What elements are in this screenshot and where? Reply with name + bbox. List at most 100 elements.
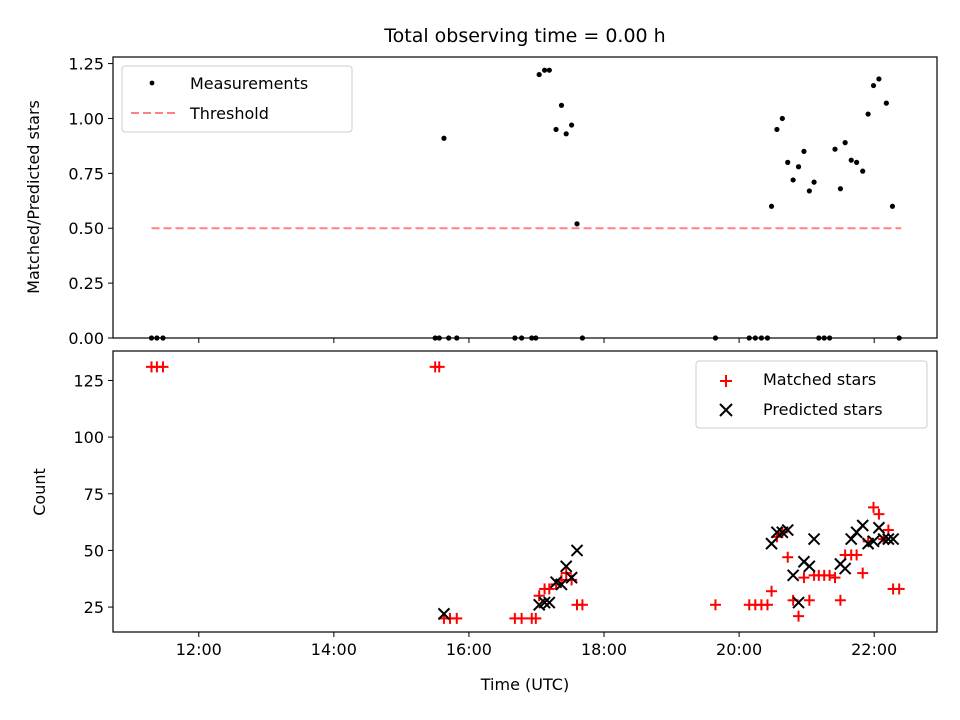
predicted-star-marker <box>565 571 578 584</box>
top-y-tick-label: 1.25 <box>68 55 104 74</box>
matched-star-marker <box>761 599 773 611</box>
measurement-point <box>546 67 552 73</box>
measurement-point <box>806 188 812 194</box>
matched-star-marker <box>793 610 805 622</box>
predicted-star-marker <box>765 537 778 550</box>
matched-star-marker <box>857 567 869 579</box>
measurement-point <box>811 179 817 185</box>
bottom-y-tick-label: 100 <box>73 428 104 447</box>
measurement-point <box>876 76 882 82</box>
matched-star-marker <box>516 612 528 624</box>
matched-star-marker <box>893 583 905 595</box>
matched-star-marker <box>433 361 445 373</box>
measurement-point <box>779 115 785 122</box>
top-y-tick-label: 1.00 <box>68 109 104 128</box>
measurement-point <box>790 177 796 183</box>
bottom-y-tick-label: 25 <box>84 598 104 617</box>
predicted-star-marker <box>538 596 551 609</box>
x-axis-label: Time (UTC) <box>480 675 569 694</box>
legend-matched-marker <box>720 375 732 387</box>
predicted-star-marker <box>807 532 821 546</box>
predicted-star-marker <box>867 535 880 548</box>
top-y-tick-label: 0.00 <box>68 329 104 348</box>
measurement-point <box>536 71 542 78</box>
measurement-point <box>854 159 860 165</box>
measurement-point <box>541 67 548 73</box>
predicted-star-marker <box>792 596 805 609</box>
measurement-point <box>795 164 802 170</box>
top-y-axis-label: Matched/Predicted stars <box>24 100 43 294</box>
measurement-point <box>574 221 580 227</box>
bottom-x-tick-label: 20:00 <box>716 640 762 659</box>
predicted-star-marker <box>781 523 794 537</box>
bottom-x-tick-label: 16:00 <box>446 640 492 659</box>
bottom-y-tick-label: 125 <box>73 371 104 390</box>
legend-matched-label: Matched stars <box>763 370 876 389</box>
measurement-point <box>860 168 866 174</box>
bottom-plot-area: 25 50 75 100 125 12:00 14:00 16:00 18:00 20:00 22:… <box>73 361 905 659</box>
matched-star-marker <box>766 585 778 597</box>
matched-star-marker <box>873 508 885 520</box>
measurement-point <box>553 126 559 133</box>
matched-star-marker <box>803 594 815 606</box>
matched-star-marker <box>782 551 794 563</box>
matched-star-marker <box>798 572 810 584</box>
measurement-point <box>774 126 780 133</box>
bottom-x-tick-label: 14:00 <box>311 640 357 659</box>
measurement-point <box>832 146 838 152</box>
matched-star-marker <box>530 612 542 624</box>
top-y-tick-label: 0.75 <box>68 164 104 183</box>
predicted-star-marker <box>838 562 852 575</box>
predicted-star-marker <box>543 596 556 609</box>
measurement-point <box>870 82 877 89</box>
bottom-plot-frame <box>112 350 938 633</box>
predicted-star-marker <box>570 544 584 557</box>
predicted-star-marker <box>803 560 816 573</box>
matched-star-marker <box>829 572 841 584</box>
measurement-point <box>441 135 447 141</box>
predicted-star-marker <box>770 526 784 539</box>
predicted-star-marker <box>877 532 890 546</box>
matched-star-marker <box>533 590 545 602</box>
measurement-point <box>563 131 569 137</box>
top-plot-area: 0.00 0.25 0.50 0.75 1.00 1.25 <box>68 55 902 348</box>
measurement-point <box>883 100 889 106</box>
top-legend-box <box>121 65 353 133</box>
top-legend: Measurements Threshold <box>121 65 353 133</box>
measurement-point <box>889 203 896 209</box>
predicted-star-marker <box>886 532 900 546</box>
bottom-y-tick-label: 75 <box>84 485 104 504</box>
bottom-x-tick-label: 22:00 <box>851 640 897 659</box>
matched-star-marker <box>824 569 836 581</box>
measurement-point <box>865 111 871 117</box>
matched-star-marker <box>851 549 863 561</box>
measurement-point <box>837 186 844 192</box>
bottom-x-tick-label: 18:00 <box>581 640 627 659</box>
predicted-star-marker <box>786 569 800 582</box>
measurement-point <box>801 148 807 154</box>
measurement-point <box>785 159 791 165</box>
top-chart-title: Total observing time = 0.00 h <box>383 25 665 47</box>
matched-star-marker <box>834 594 846 606</box>
legend-threshold-label: Threshold <box>189 104 269 123</box>
measurement-point <box>558 102 565 108</box>
bottom-legend-box <box>695 360 928 429</box>
legend-predicted-marker <box>719 403 733 417</box>
matched-star-marker <box>157 361 169 373</box>
predicted-star-marker <box>872 521 886 534</box>
bottom-y-tick-label: 50 <box>84 541 104 560</box>
matched-star-marker <box>451 612 463 624</box>
bottom-legend: Matched stars Predicted stars <box>695 360 928 429</box>
legend-measurements-marker <box>149 80 155 86</box>
predicted-star-marker <box>856 519 869 532</box>
predicted-star-marker <box>555 578 568 591</box>
bottom-y-axis-label: Count <box>30 468 49 516</box>
matched-star-marker <box>868 501 880 513</box>
predicted-star-marker <box>882 532 895 546</box>
bottom-x-tick-label: 12:00 <box>176 640 222 659</box>
matched-star-marker <box>576 599 588 611</box>
measurement-point <box>768 203 775 209</box>
matched-star-marker <box>543 583 555 595</box>
measurement-point <box>848 157 854 163</box>
